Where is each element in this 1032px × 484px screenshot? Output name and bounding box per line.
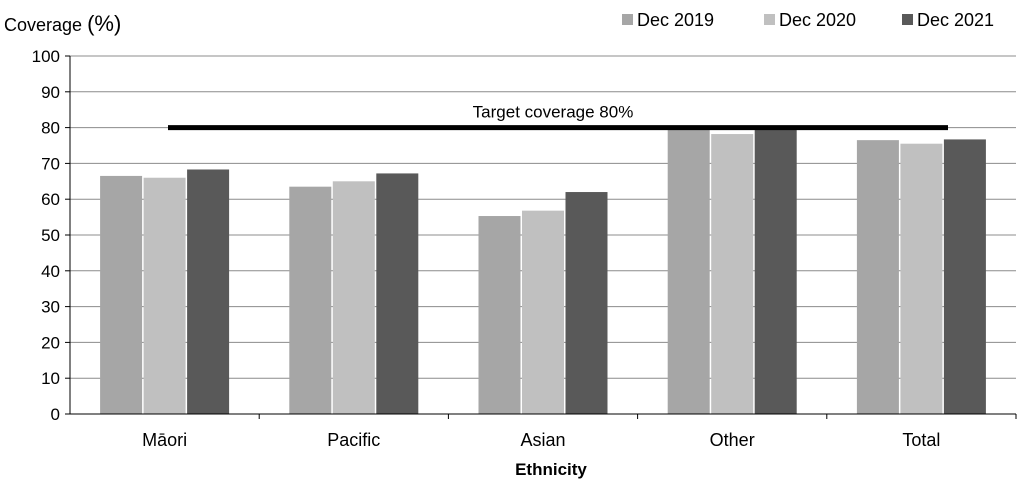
bar [376,173,419,414]
y-tick-label: 80 [41,119,60,138]
category-label: Other [710,430,755,450]
bar [856,140,899,414]
y-axis-title: Coverage (%) [4,11,121,36]
y-tick-label: 60 [41,190,60,209]
bar [754,125,797,414]
legend-swatch [622,14,633,25]
bar [100,175,143,414]
target-line-group: Target coverage 80% [168,103,948,131]
category-label: Total [902,430,940,450]
y-tick-label: 40 [41,262,60,281]
legend-swatch [902,14,913,25]
y-tick-label: 30 [41,298,60,317]
bar [711,134,754,414]
bar [289,186,332,414]
category-labels: Māori Pacific Asian Other Total [142,430,940,450]
y-tick-label: 90 [41,83,60,102]
bar [332,181,375,414]
y-tick-label: 10 [41,369,60,388]
legend: Dec 2019 Dec 2020 Dec 2021 [622,10,994,30]
category-label: Pacific [327,430,380,450]
bar [522,210,564,414]
y-tick-label: 70 [41,154,60,173]
x-axis-title: Ethnicity [515,460,587,479]
bars [100,125,1017,419]
y-tick-label: 0 [51,405,60,424]
legend-label: Dec 2019 [637,10,714,30]
y-tick-labels: 0 10 20 30 40 50 60 70 80 90 100 [32,47,60,424]
legend-swatch [764,14,775,25]
y-tick-label: 50 [41,226,60,245]
target-label: Target coverage 80% [473,103,634,122]
bar [478,216,521,414]
bar [187,169,230,414]
bar [565,192,608,414]
bar [143,177,186,414]
y-tick-label: 100 [32,47,60,66]
legend-label: Dec 2021 [917,10,994,30]
legend-label: Dec 2020 [779,10,856,30]
y-tick-label: 20 [41,333,60,352]
category-label: Māori [142,430,187,450]
bar [667,125,710,414]
y-axis-label: Coverage [4,15,82,35]
category-label: Asian [520,430,565,450]
y-axis-unit: (%) [87,11,121,36]
bar [900,143,943,414]
bar [943,139,986,414]
